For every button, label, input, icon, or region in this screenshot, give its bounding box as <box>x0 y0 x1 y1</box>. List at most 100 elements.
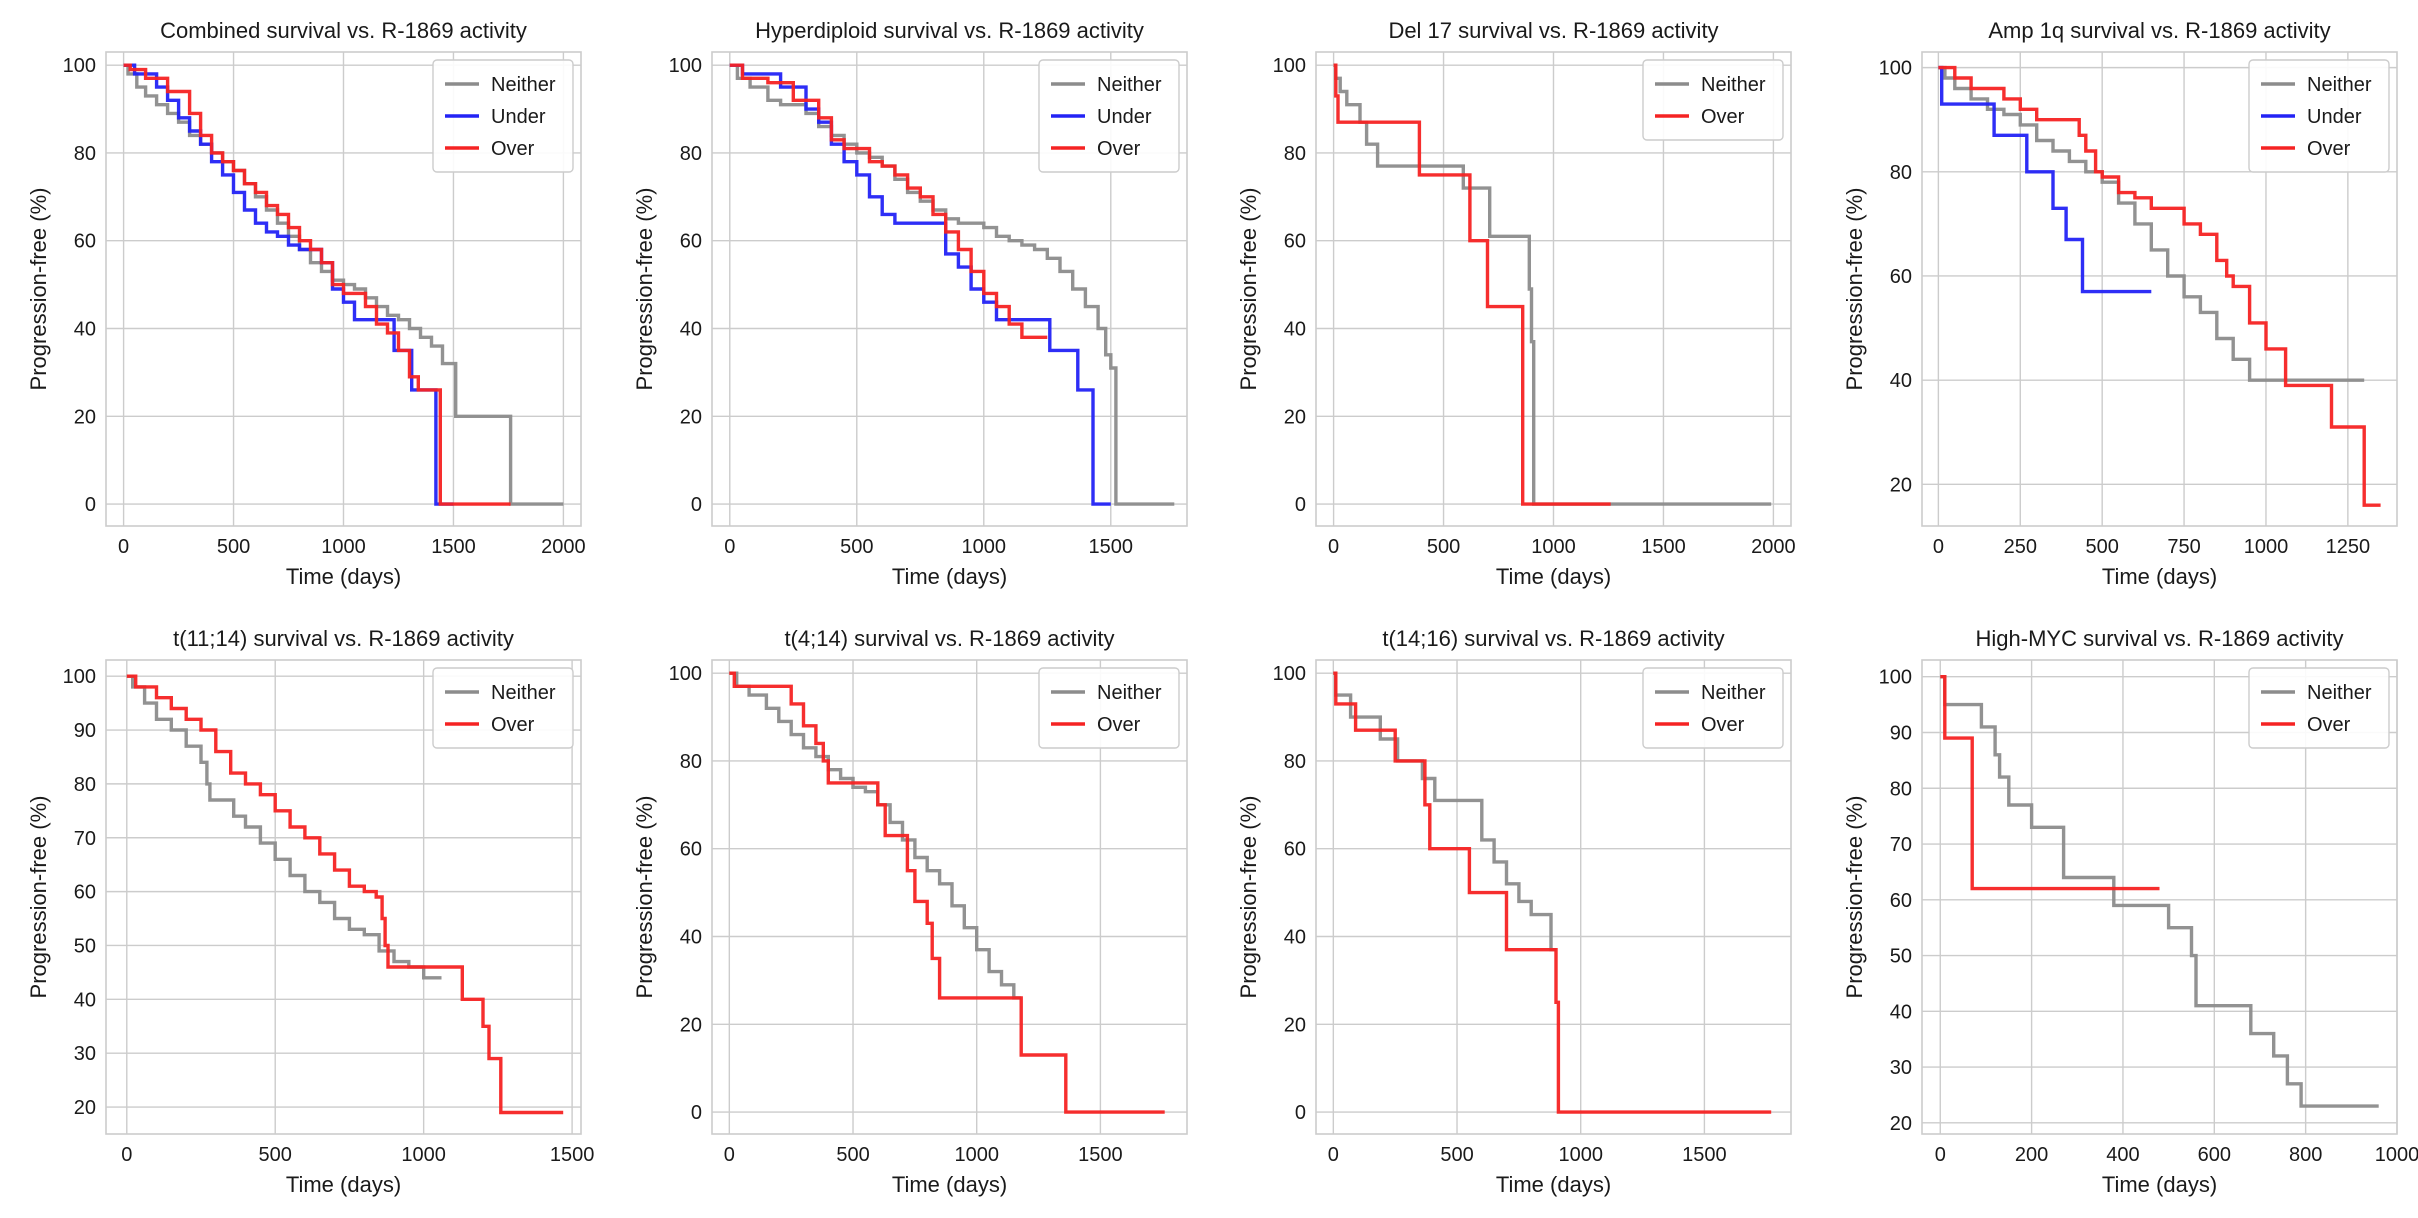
y-tick-label: 60 <box>680 839 702 861</box>
y-tick-label: 60 <box>1284 839 1306 861</box>
legend-label: Over <box>491 714 535 736</box>
y-tick-label: 80 <box>74 143 96 165</box>
x-axis-label: Time (days) <box>2102 564 2217 589</box>
plot-frame <box>1921 659 2398 1135</box>
plot-frame <box>105 51 582 527</box>
legend-label: Under <box>491 106 546 128</box>
x-tick-label: 1000 <box>401 1144 446 1166</box>
y-tick-label: 50 <box>1890 946 1912 968</box>
x-tick-label: 1000 <box>1558 1144 1603 1166</box>
legend-label: Under <box>1097 106 1152 128</box>
y-tick-label: 100 <box>1273 55 1306 77</box>
x-tick-label: 1500 <box>1078 1144 1123 1166</box>
y-tick-label: 60 <box>74 231 96 253</box>
y-tick-label: 40 <box>680 927 702 949</box>
legend-label: Over <box>1701 106 1745 128</box>
x-tick-label: 600 <box>2198 1144 2231 1166</box>
chart-panel-4: 0 250 500 750 1000 1250 20 40 60 80 100 Amp 1q surv… <box>1842 18 2398 589</box>
y-axis-label: Progression-free (%) <box>632 796 657 999</box>
y-tick-label: 40 <box>1284 319 1306 341</box>
x-tick-label: 0 <box>724 1144 735 1166</box>
chart-title: High-MYC survival vs. R-1869 activity <box>1976 626 2344 651</box>
y-tick-label: 60 <box>1284 231 1306 253</box>
y-tick-label: 100 <box>63 666 96 688</box>
series-line-over <box>1940 675 2160 891</box>
chart-panel-5: 0 500 1000 1500 20 30 40 50 60 70 80 90 100 t(11;14) … <box>26 626 594 1197</box>
x-tick-label: 1500 <box>1682 1144 1727 1166</box>
y-tick-label: 70 <box>74 828 96 850</box>
legend-label: Neither <box>491 682 556 704</box>
y-tick-label: 80 <box>1890 162 1912 184</box>
y-tick-label: 60 <box>74 882 96 904</box>
series-line-under <box>729 63 1111 506</box>
x-axis-label: Time (days) <box>892 564 1007 589</box>
data-area <box>1333 671 1772 1114</box>
x-tick-label: 750 <box>2167 536 2200 558</box>
x-tick-label: 500 <box>1440 1144 1473 1166</box>
x-tick-label: 500 <box>840 536 873 558</box>
y-tick-label: 100 <box>669 663 702 685</box>
x-tick-label: 0 <box>1328 1144 1339 1166</box>
legend-label: Neither <box>1097 74 1162 96</box>
x-tick-label: 0 <box>118 536 129 558</box>
y-axis-label: Progression-free (%) <box>26 796 51 999</box>
y-tick-label: 80 <box>1284 751 1306 773</box>
y-axis-label: Progression-free (%) <box>1236 188 1261 391</box>
legend-label: Neither <box>2307 74 2372 96</box>
x-tick-label: 1000 <box>1531 536 1576 558</box>
series-line-under <box>123 63 454 506</box>
y-tick-label: 60 <box>1890 890 1912 912</box>
legend-box <box>1642 59 1784 141</box>
x-tick-label: 0 <box>1328 536 1339 558</box>
y-tick-label: 0 <box>1295 1102 1306 1124</box>
y-tick-label: 100 <box>1273 663 1306 685</box>
x-tick-label: 1250 <box>2326 536 2371 558</box>
x-tick-label: 1000 <box>962 536 1007 558</box>
x-tick-label: 1000 <box>954 1144 999 1166</box>
series-line-neither <box>1940 675 2379 1108</box>
y-tick-label: 20 <box>74 1097 96 1119</box>
data-area <box>729 671 1165 1114</box>
y-tick-label: 20 <box>680 1014 702 1036</box>
y-tick-label: 30 <box>74 1043 96 1065</box>
y-tick-label: 80 <box>1284 143 1306 165</box>
x-tick-label: 2000 <box>541 536 586 558</box>
x-axis-label: Time (days) <box>1496 564 1611 589</box>
y-tick-label: 60 <box>1890 266 1912 288</box>
series-line-neither <box>1333 671 1556 952</box>
legend-label: Neither <box>2307 682 2372 704</box>
x-tick-label: 500 <box>836 1144 869 1166</box>
plot-frame <box>711 51 1188 527</box>
data-area <box>1940 675 2379 1108</box>
y-tick-label: 0 <box>691 494 702 516</box>
x-tick-label: 2000 <box>1751 536 1796 558</box>
y-tick-label: 100 <box>1879 58 1912 80</box>
x-tick-label: 1000 <box>321 536 366 558</box>
y-tick-label: 90 <box>1890 722 1912 744</box>
x-tick-label: 0 <box>1933 536 1944 558</box>
plot-frame <box>1315 51 1792 527</box>
series-line-over <box>729 671 1165 1114</box>
x-axis-label: Time (days) <box>892 1172 1007 1197</box>
y-tick-label: 60 <box>680 231 702 253</box>
series-line-neither <box>126 674 442 980</box>
plot-frame <box>105 659 582 1135</box>
x-tick-label: 500 <box>217 536 250 558</box>
legend-label: Over <box>2307 138 2351 160</box>
legend-label: Over <box>2307 714 2351 736</box>
plot-frame <box>711 659 1188 1135</box>
y-tick-label: 0 <box>691 1102 702 1124</box>
x-axis-label: Time (days) <box>286 1172 401 1197</box>
chart-title: t(14;16) survival vs. R-1869 activity <box>1382 626 1724 651</box>
data-area <box>729 63 1175 506</box>
chart-title: Hyperdiploid survival vs. R-1869 activit… <box>755 18 1144 43</box>
x-tick-label: 800 <box>2289 1144 2322 1166</box>
chart-title: Del 17 survival vs. R-1869 activity <box>1388 18 1718 43</box>
x-tick-label: 0 <box>724 536 735 558</box>
x-tick-label: 200 <box>2015 1144 2048 1166</box>
x-tick-label: 400 <box>2106 1144 2139 1166</box>
x-axis-label: Time (days) <box>1496 1172 1611 1197</box>
x-tick-label: 0 <box>1935 1144 1946 1166</box>
legend-label: Over <box>1701 714 1745 736</box>
